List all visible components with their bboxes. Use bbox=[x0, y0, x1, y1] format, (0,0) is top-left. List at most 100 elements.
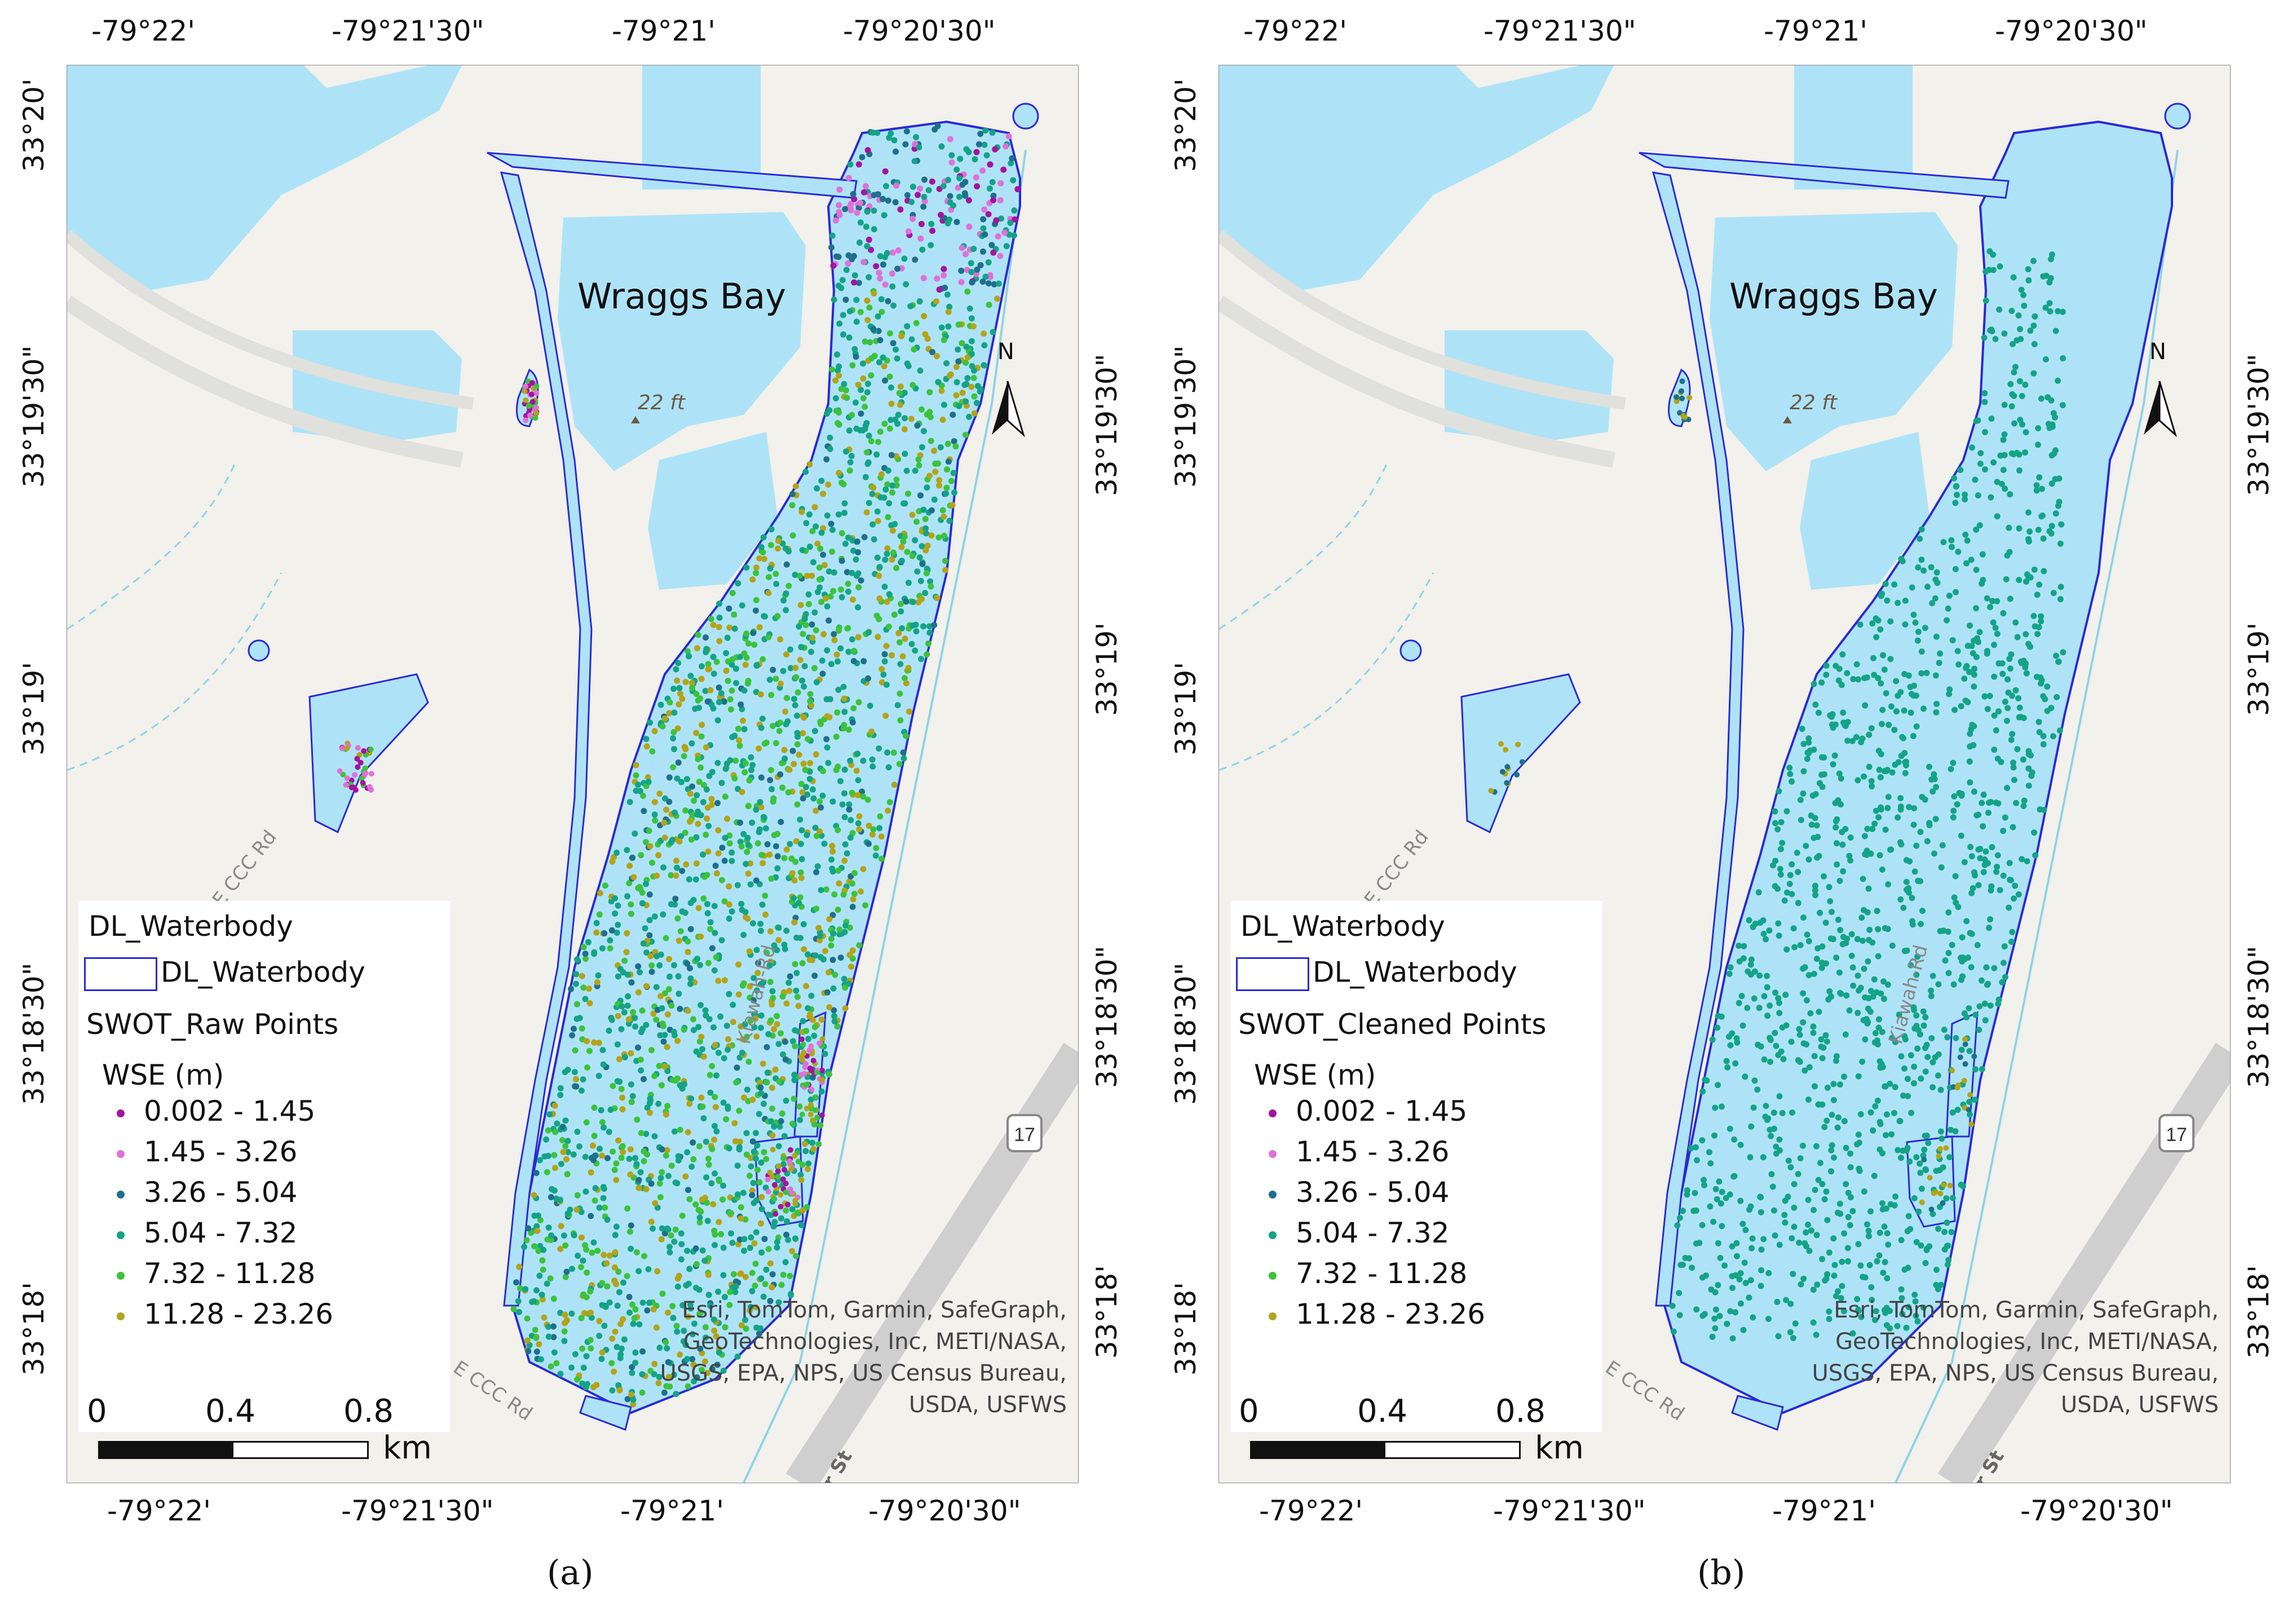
class-label: 7.32 - 11.28 bbox=[144, 1257, 316, 1290]
swot-point bbox=[944, 291, 951, 298]
swot-point bbox=[847, 758, 854, 764]
swot-point bbox=[2045, 394, 2051, 401]
swot-point bbox=[584, 1064, 590, 1071]
road-line bbox=[67, 295, 463, 468]
swot-point bbox=[760, 860, 766, 866]
swot-point bbox=[1699, 1222, 1706, 1228]
swot-point bbox=[957, 156, 964, 162]
swot-point bbox=[881, 583, 888, 590]
swot-point bbox=[816, 828, 823, 835]
swot-point bbox=[2059, 402, 2066, 409]
swot-point bbox=[824, 744, 831, 751]
swot-point bbox=[1915, 564, 1922, 571]
swot-point bbox=[714, 759, 721, 766]
swot-point bbox=[1902, 621, 1909, 628]
swot-point bbox=[1989, 598, 1995, 604]
swot-point bbox=[1994, 852, 2001, 859]
swot-point bbox=[890, 340, 897, 347]
swot-point bbox=[951, 489, 958, 496]
swot-point bbox=[559, 1124, 566, 1130]
swot-point bbox=[1905, 672, 1912, 679]
swot-point bbox=[898, 333, 905, 339]
swot-point bbox=[1896, 1118, 1903, 1125]
swot-point bbox=[789, 502, 796, 509]
swot-point bbox=[1829, 1142, 1835, 1148]
swot-point bbox=[1855, 676, 1862, 683]
swot-point bbox=[1848, 953, 1855, 959]
swot-point bbox=[1011, 207, 1018, 214]
swot-point bbox=[601, 1252, 607, 1258]
swot-point bbox=[641, 808, 647, 815]
swot-point bbox=[787, 1186, 793, 1192]
swot-point bbox=[1012, 216, 1018, 223]
swot-point bbox=[1736, 958, 1743, 965]
swot-point bbox=[590, 1142, 596, 1149]
swot-point bbox=[720, 1368, 727, 1374]
swot-point bbox=[1719, 1223, 1725, 1230]
swot-point bbox=[841, 510, 848, 516]
swot-point bbox=[904, 549, 911, 555]
swot-point bbox=[1834, 816, 1840, 823]
swot-point bbox=[784, 718, 791, 725]
swot-point bbox=[663, 935, 669, 941]
swot-point bbox=[2027, 643, 2033, 650]
swot-point bbox=[2020, 756, 2026, 763]
swot-point bbox=[1707, 1160, 1714, 1167]
swot-point bbox=[1943, 1145, 1949, 1151]
swot-point bbox=[1949, 1109, 1956, 1116]
swot-point bbox=[811, 972, 818, 979]
swot-point bbox=[705, 1292, 712, 1298]
swot-point bbox=[761, 556, 767, 562]
swot-point bbox=[718, 690, 725, 697]
swot-point bbox=[2004, 676, 2011, 683]
swot-point bbox=[1811, 1083, 1818, 1090]
swot-point bbox=[1799, 1142, 1806, 1149]
swot-point bbox=[673, 1323, 680, 1329]
swot-point bbox=[617, 966, 624, 972]
swot-point bbox=[830, 930, 837, 937]
swot-point bbox=[842, 448, 849, 455]
swot-point bbox=[997, 180, 1004, 187]
swot-point bbox=[845, 648, 852, 655]
swot-point bbox=[913, 134, 919, 140]
swot-point bbox=[682, 1173, 689, 1180]
swot-point bbox=[799, 547, 806, 554]
swot-point bbox=[2011, 369, 2017, 375]
swot-point bbox=[814, 1115, 821, 1121]
swot-point bbox=[1877, 626, 1884, 633]
legend-classes: 0.002 - 1.45 1.45 - 3.26 3.26 - 5.04 5.04 -… bbox=[117, 1097, 445, 1328]
swot-point bbox=[1924, 583, 1931, 590]
swot-point bbox=[592, 1185, 599, 1191]
swot-point bbox=[1830, 761, 1836, 768]
swot-point bbox=[767, 777, 774, 784]
swot-point bbox=[1748, 1123, 1755, 1130]
swot-point bbox=[756, 1111, 762, 1117]
swot-point bbox=[1925, 1139, 1932, 1146]
swot-point bbox=[980, 248, 986, 255]
swot-point bbox=[1812, 1187, 1818, 1193]
swot-point bbox=[574, 1129, 581, 1135]
swot-point bbox=[563, 1317, 570, 1324]
swot-point bbox=[912, 647, 919, 654]
swot-point bbox=[873, 263, 880, 269]
swot-point bbox=[1958, 703, 1964, 710]
swot-point bbox=[1856, 987, 1862, 994]
swot-point bbox=[2036, 719, 2042, 726]
swot-point bbox=[1879, 1206, 1886, 1213]
swot-point bbox=[1811, 680, 1817, 687]
swot-point bbox=[1777, 1147, 1783, 1154]
swot-point bbox=[2048, 530, 2055, 537]
swot-point bbox=[2011, 777, 2017, 783]
swot-point bbox=[843, 267, 850, 273]
swot-point bbox=[766, 574, 772, 581]
swot-point bbox=[921, 176, 928, 183]
swot-point bbox=[621, 957, 628, 964]
swot-point bbox=[670, 1028, 677, 1035]
swot-point bbox=[1874, 1041, 1881, 1047]
swot-point bbox=[915, 599, 922, 605]
swot-point bbox=[926, 472, 933, 479]
swot-point bbox=[778, 1192, 784, 1198]
swot-point bbox=[2008, 651, 2015, 658]
swot-point bbox=[849, 904, 856, 910]
swot-point bbox=[550, 1334, 557, 1341]
